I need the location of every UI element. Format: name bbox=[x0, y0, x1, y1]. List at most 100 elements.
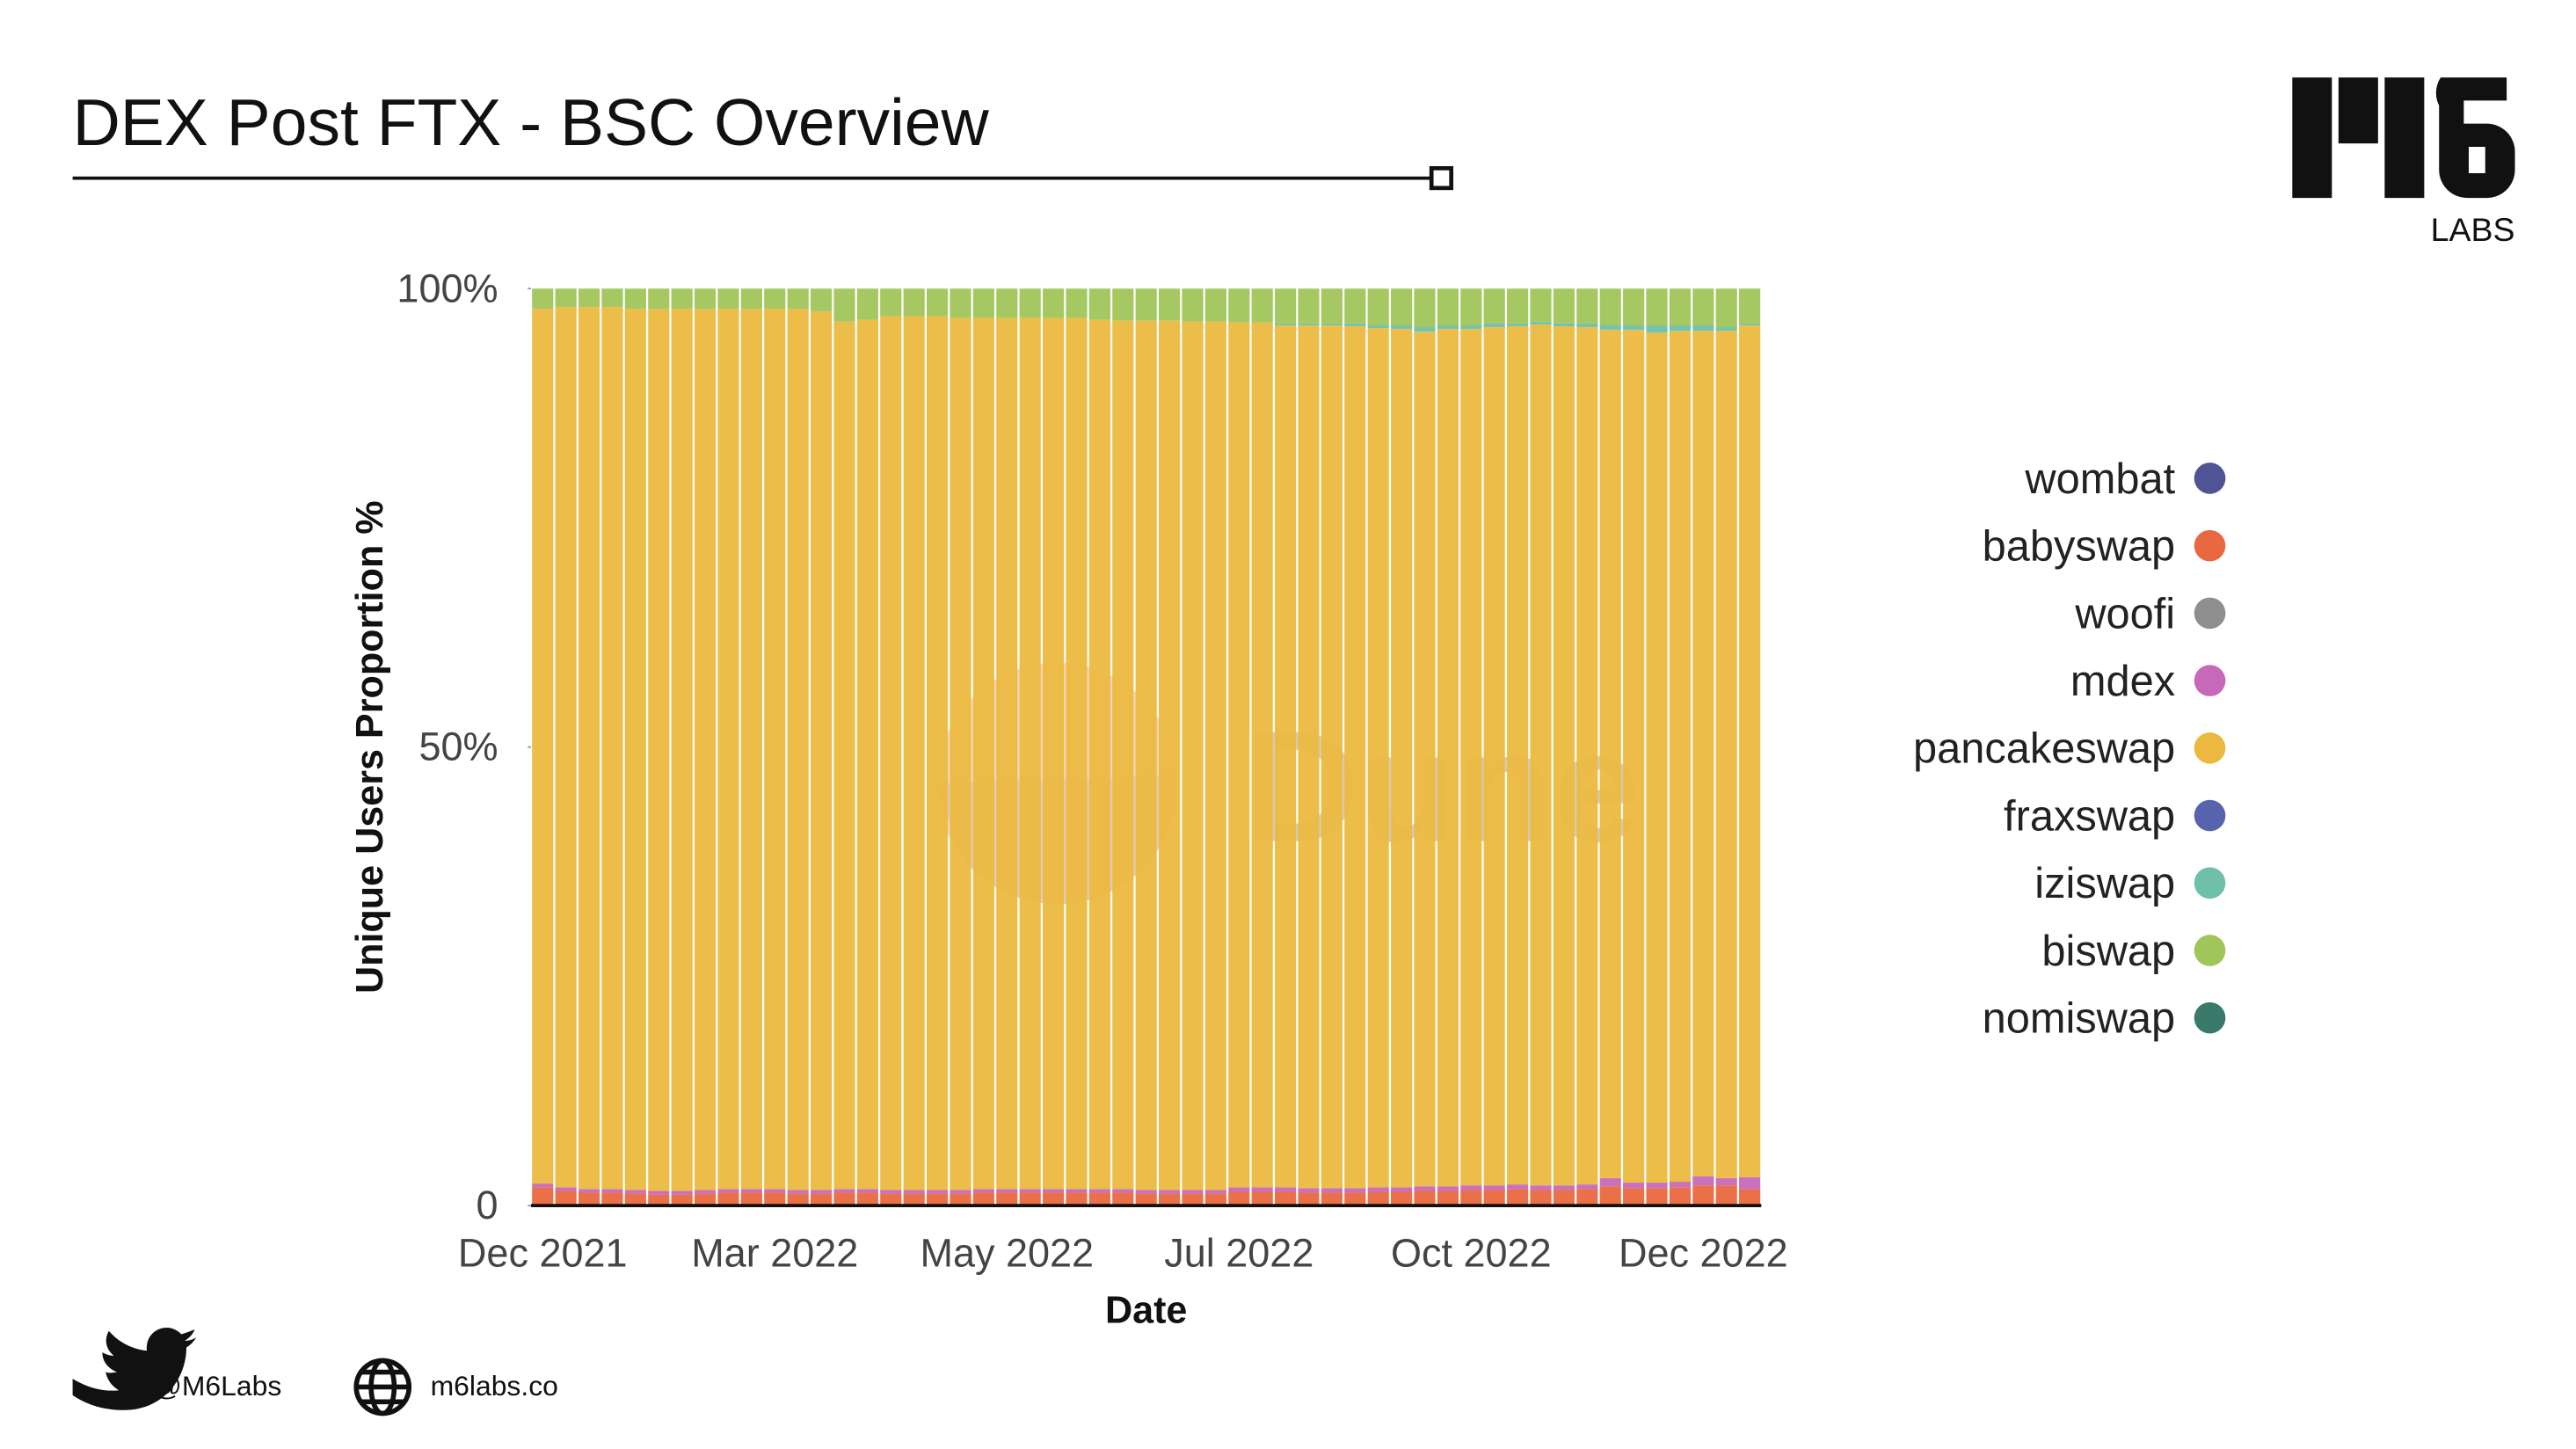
bar-segment bbox=[1739, 1176, 1761, 1190]
bar-segment bbox=[624, 1190, 646, 1194]
bar-segment bbox=[880, 316, 902, 1191]
bar-segment bbox=[950, 288, 971, 318]
bar-segment bbox=[1437, 329, 1459, 1187]
bar-segment bbox=[810, 1193, 833, 1206]
bar-segment bbox=[1298, 324, 1320, 1189]
bar-segment bbox=[1623, 1188, 1645, 1205]
bar-segment bbox=[856, 319, 878, 1190]
logo: LABS bbox=[2292, 77, 2515, 248]
bar-segment bbox=[1507, 1184, 1529, 1190]
bar-segment bbox=[1623, 288, 1645, 325]
bar-segment bbox=[1367, 1191, 1389, 1206]
bar-segment bbox=[926, 1193, 949, 1206]
bar-segment bbox=[1646, 324, 1668, 333]
bar-segment bbox=[1204, 288, 1226, 322]
bar-segment bbox=[972, 1192, 994, 1206]
bar-segment bbox=[1135, 320, 1157, 1191]
bar-segment bbox=[1483, 327, 1505, 1186]
legend-label: iziswap bbox=[2034, 860, 2175, 907]
bar-segment bbox=[1507, 1189, 1529, 1205]
bar-segment bbox=[532, 1187, 554, 1206]
y-tick-label: 0 bbox=[477, 1183, 498, 1227]
twitter-handle: @M6Labs bbox=[154, 1370, 282, 1402]
bar-segment bbox=[972, 1189, 994, 1193]
bar-segment bbox=[532, 309, 554, 1184]
footer: @M6Labs m6labs.co bbox=[72, 1327, 558, 1416]
bar-segment bbox=[1576, 323, 1598, 328]
bar-segment bbox=[1228, 322, 1250, 1188]
bar-segment bbox=[787, 1193, 809, 1206]
bar-segment bbox=[717, 288, 739, 309]
legend-label: nomiswap bbox=[1983, 995, 2175, 1043]
bar-segment bbox=[764, 288, 786, 309]
bar-segment bbox=[1066, 288, 1088, 318]
legend-swatch bbox=[2194, 462, 2226, 494]
bar-segment bbox=[926, 316, 949, 1191]
bar-segment bbox=[1437, 1191, 1459, 1206]
bar-segment bbox=[1530, 1190, 1552, 1205]
bar-segment bbox=[1460, 1185, 1482, 1191]
bar-segment bbox=[972, 288, 994, 318]
bar-segment bbox=[740, 309, 762, 1190]
bar-segment bbox=[1692, 1185, 1714, 1205]
bar-segment bbox=[555, 307, 577, 1188]
bar-segment bbox=[555, 1191, 577, 1206]
bar-segment bbox=[1321, 288, 1343, 324]
bar-segment bbox=[1739, 323, 1761, 325]
bar-segment bbox=[1692, 288, 1714, 325]
bar-segment bbox=[1251, 288, 1273, 323]
bar-segment bbox=[856, 288, 878, 320]
bar-segment bbox=[1159, 320, 1181, 1191]
bar-segment bbox=[601, 307, 623, 1190]
bar-segment bbox=[1344, 326, 1366, 1189]
bar-segment bbox=[950, 317, 971, 1191]
bar-segment bbox=[1414, 288, 1436, 328]
x-tick-label: May 2022 bbox=[920, 1231, 1094, 1276]
bar-segment bbox=[1391, 1187, 1413, 1192]
bar-segment bbox=[1135, 288, 1157, 321]
bar-segment bbox=[764, 1192, 786, 1206]
bar-segment bbox=[1483, 1190, 1505, 1205]
legend-label: wombat bbox=[2024, 455, 2175, 503]
logo-m bbox=[2292, 77, 2425, 199]
legend-swatch bbox=[2194, 1001, 2226, 1034]
bar-segment bbox=[810, 288, 833, 312]
bar-segment bbox=[1692, 331, 1714, 1176]
bar-segment bbox=[810, 1190, 833, 1194]
bar-segment bbox=[1228, 1187, 1250, 1192]
legend-label: woofi bbox=[2074, 590, 2175, 637]
bar-segment bbox=[1182, 1193, 1204, 1206]
bar-segment bbox=[1414, 1191, 1436, 1206]
bar-segment bbox=[1298, 1188, 1320, 1193]
legend-swatch bbox=[2194, 799, 2226, 832]
bar-segment bbox=[1367, 1187, 1389, 1192]
bar-segment bbox=[1530, 321, 1552, 324]
bar-segment bbox=[1692, 324, 1714, 331]
logo-sub: LABS bbox=[2431, 211, 2515, 248]
legend-label: babyswap bbox=[1983, 523, 2176, 571]
bar-segment bbox=[648, 309, 670, 1191]
bar-segment bbox=[926, 1190, 949, 1194]
logo-6 bbox=[2435, 77, 2515, 199]
bar-segment bbox=[1437, 324, 1459, 330]
bar-segment bbox=[1204, 1193, 1226, 1206]
legend-label: fraxswap bbox=[2004, 792, 2175, 840]
bar-segment bbox=[1715, 327, 1737, 331]
bar-segment bbox=[1066, 1192, 1088, 1206]
bar-segment bbox=[624, 309, 646, 1191]
legend-swatch bbox=[2194, 597, 2226, 630]
bar-segment bbox=[1251, 1191, 1273, 1206]
legend-swatch bbox=[2194, 935, 2226, 966]
bar-segment bbox=[1460, 329, 1482, 1186]
bar-segment bbox=[1251, 322, 1273, 1188]
bar-segment bbox=[1507, 288, 1529, 324]
bar-segment bbox=[950, 1193, 971, 1206]
bar-segment bbox=[694, 1193, 717, 1206]
bar-segment bbox=[1182, 321, 1204, 1191]
bar-segment bbox=[601, 1192, 623, 1206]
bar-segment bbox=[1576, 288, 1598, 324]
legend-swatch bbox=[2194, 867, 2226, 899]
bar-segment bbox=[578, 288, 600, 308]
x-tick-label: Mar 2022 bbox=[691, 1231, 858, 1276]
bar-segment bbox=[1112, 1189, 1134, 1193]
